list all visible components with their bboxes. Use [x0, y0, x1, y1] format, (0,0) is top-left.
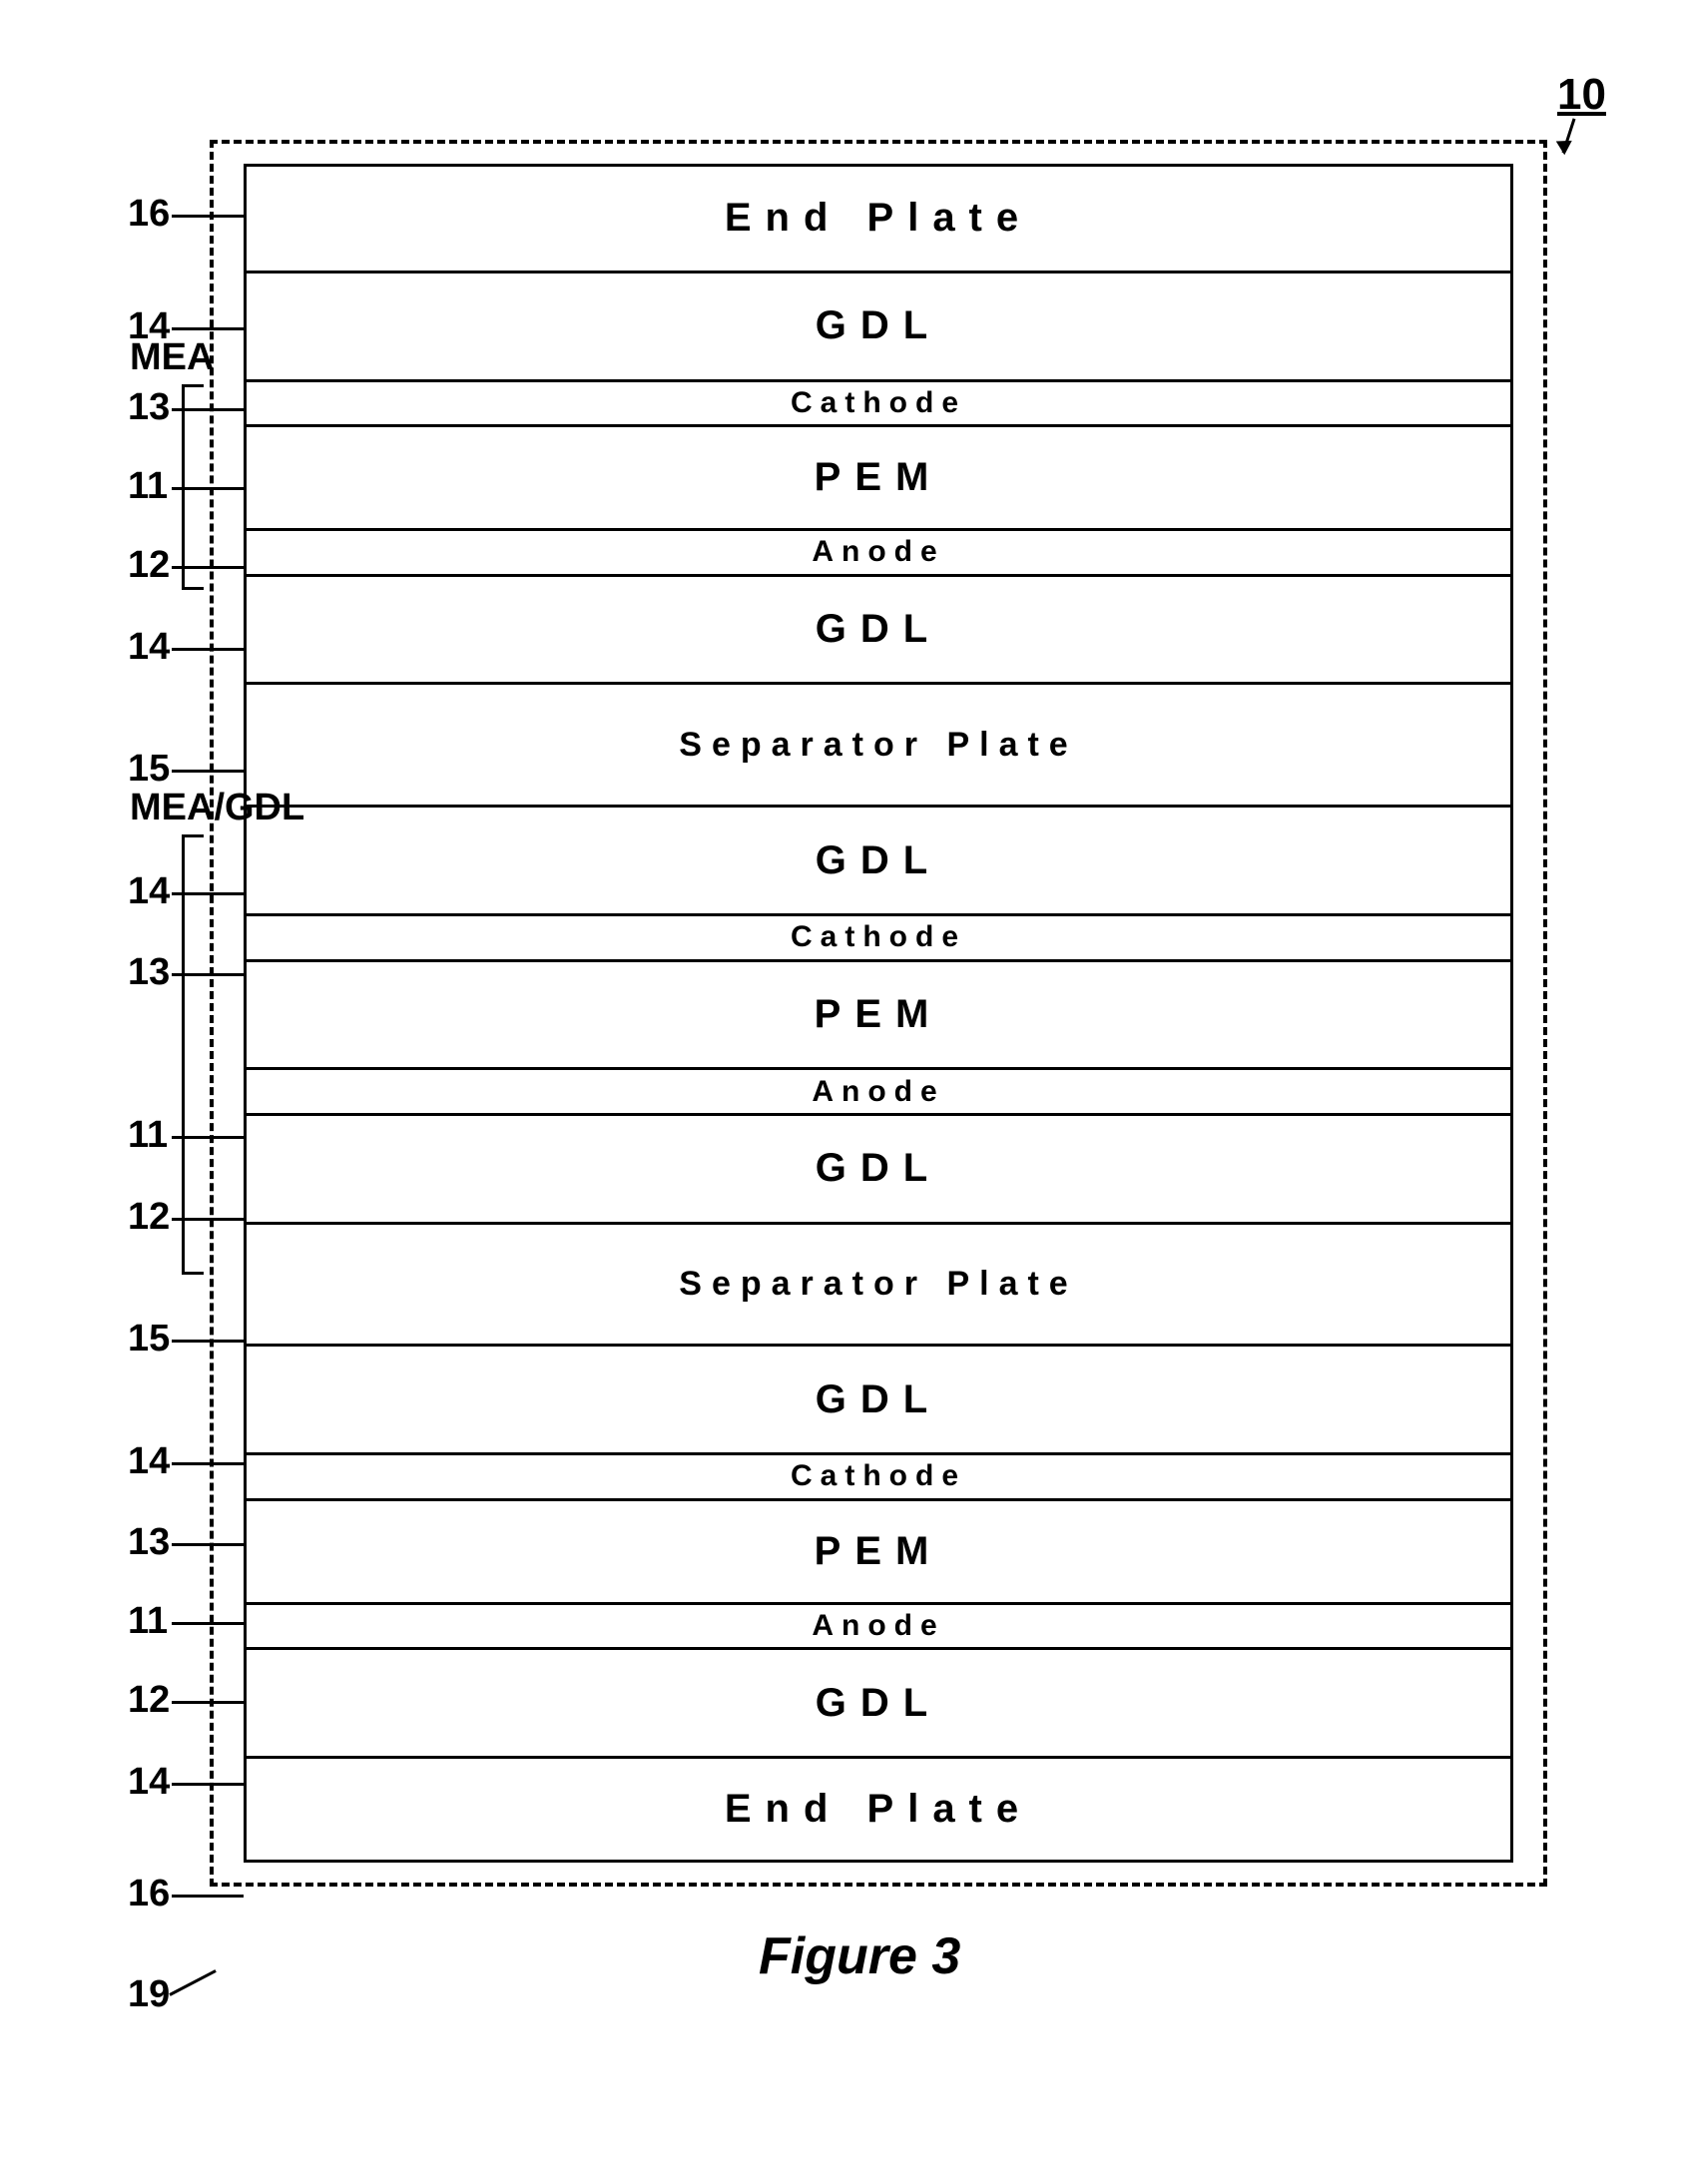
layer-gdl: GDL	[247, 574, 1510, 683]
layer-pem: PEM	[247, 1498, 1510, 1602]
layer-stack: End PlateGDLCathodePEMAnodeGDLSeparator …	[244, 164, 1513, 1863]
leader-diag	[172, 1783, 244, 1786]
ref-label-11: 11	[128, 1600, 168, 1643]
ref-label-13: 13	[128, 1521, 170, 1564]
layer-anode: Anode	[247, 1602, 1510, 1647]
leader-diag	[172, 215, 244, 218]
ref-label-14: 14	[128, 1761, 170, 1804]
ref-label-12: 12	[128, 1679, 170, 1722]
leader-diag	[169, 1969, 216, 1996]
figure-container: 10 End PlateGDLCathodePEMAnodeGDLSeparat…	[120, 140, 1567, 1976]
layer-anode: Anode	[247, 528, 1510, 573]
mea-bracket	[182, 384, 204, 590]
mea-label: MEA	[130, 336, 214, 379]
ref-label-14: 14	[128, 1440, 170, 1483]
leader-diag	[172, 1543, 244, 1546]
arrow-10	[1562, 118, 1576, 153]
leader-diag	[172, 1895, 244, 1898]
leader-diag	[172, 1622, 244, 1625]
outer-dashed-box: End PlateGDLCathodePEMAnodeGDLSeparator …	[210, 140, 1547, 1887]
leader-diag	[172, 1340, 244, 1343]
ref-label-13: 13	[128, 386, 170, 429]
leader-diag	[172, 770, 244, 773]
ref-label-15: 15	[128, 748, 170, 791]
layer-separator-plate: Separator Plate	[247, 1222, 1510, 1345]
ref-label-15: 15	[128, 1318, 170, 1361]
layer-pem: PEM	[247, 959, 1510, 1068]
layer-gdl: GDL	[247, 1344, 1510, 1452]
layer-anode: Anode	[247, 1067, 1510, 1112]
layer-cathode: Cathode	[247, 1452, 1510, 1497]
ref-label-12: 12	[128, 1196, 170, 1239]
layer-gdl: GDL	[247, 1647, 1510, 1756]
ref-label-14: 14	[128, 870, 170, 913]
mea-gdl-label: MEA/GDL	[130, 787, 304, 829]
ref-label-13: 13	[128, 951, 170, 994]
leader-diag	[172, 1462, 244, 1465]
layer-cathode: Cathode	[247, 913, 1510, 958]
ref-label-16: 16	[128, 193, 170, 236]
layer-cathode: Cathode	[247, 379, 1510, 424]
figure-caption: Figure 3	[759, 1926, 960, 1986]
ref-label-14: 14	[128, 626, 170, 669]
leader-diag	[172, 648, 244, 651]
mea-gdl-bracket	[182, 834, 204, 1275]
layer-gdl: GDL	[247, 271, 1510, 379]
layer-gdl: GDL	[247, 805, 1510, 913]
layer-gdl: GDL	[247, 1113, 1510, 1222]
ref-19: 19	[128, 1973, 170, 2016]
ref-label-11: 11	[128, 465, 168, 508]
ref-label-16: 16	[128, 1873, 170, 1915]
ref-10: 10	[1557, 70, 1606, 120]
ref-label-11: 11	[128, 1114, 168, 1157]
leader-diag	[172, 1701, 244, 1704]
leader-diag	[172, 327, 244, 330]
layer-end-plate: End Plate	[247, 167, 1510, 271]
layer-separator-plate: Separator Plate	[247, 682, 1510, 805]
layer-pem: PEM	[247, 424, 1510, 528]
layer-end-plate: End Plate	[247, 1756, 1510, 1860]
ref-label-12: 12	[128, 544, 170, 587]
